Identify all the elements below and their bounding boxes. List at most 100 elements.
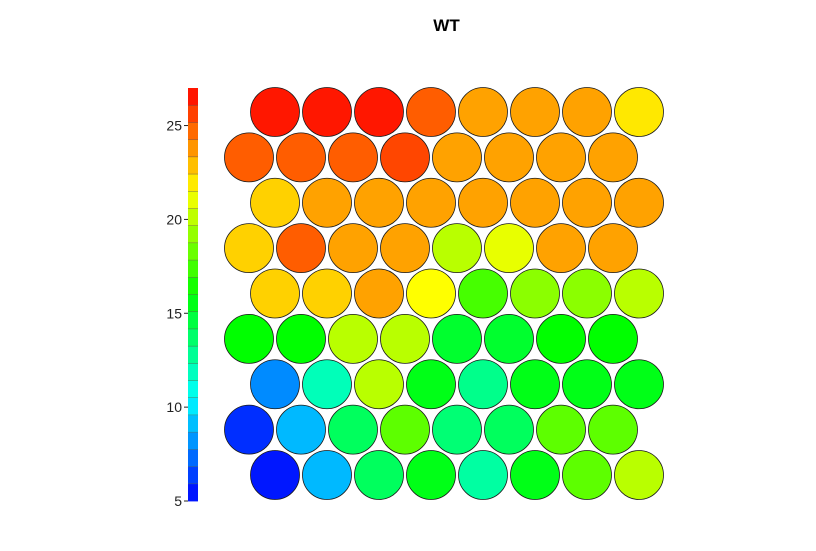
color-scale-block <box>188 225 198 244</box>
hex-cell <box>458 359 508 410</box>
hex-cell <box>380 223 430 274</box>
hex-cell <box>328 132 378 183</box>
hex-cell <box>562 87 612 137</box>
hex-cell <box>432 132 482 183</box>
color-scale-block <box>188 414 198 433</box>
color-scale-block <box>188 311 198 330</box>
hex-cell <box>458 268 508 319</box>
color-scale-tick-label: 25 <box>166 118 182 134</box>
color-scale-block <box>188 208 198 227</box>
hex-cell <box>328 313 378 364</box>
hex-cell <box>562 450 612 500</box>
hex-cell <box>276 404 326 455</box>
hex-cell <box>614 177 664 228</box>
hex-cell <box>510 87 560 137</box>
hex-cell <box>302 268 352 319</box>
hex-cell <box>432 223 482 274</box>
color-scale-block <box>188 294 198 313</box>
color-scale-block <box>188 277 198 295</box>
hex-cell <box>432 313 482 364</box>
hex-cell <box>354 359 404 410</box>
color-scale-block <box>188 174 198 192</box>
hex-cell <box>380 132 430 183</box>
hex-cell <box>224 132 274 183</box>
color-scale-block <box>188 122 198 141</box>
hex-cell <box>614 268 664 319</box>
hex-cell <box>562 177 612 228</box>
color-scale-block <box>188 449 198 467</box>
color-scale-block <box>188 105 198 123</box>
hex-cell <box>614 87 664 137</box>
color-scale-block <box>188 260 198 278</box>
hex-cell <box>380 404 430 455</box>
hex-cell <box>588 223 638 274</box>
hex-cell <box>354 87 404 137</box>
color-scale-block <box>188 432 198 450</box>
color-scale-block <box>188 397 198 416</box>
hex-cell <box>484 223 534 274</box>
hex-cell <box>562 268 612 319</box>
hex-cell <box>276 132 326 183</box>
hex-cell <box>354 268 404 319</box>
hex-cell <box>224 404 274 455</box>
hex-cell <box>406 87 456 137</box>
hex-cell <box>406 359 456 410</box>
hex-cell <box>302 87 352 137</box>
hex-cell <box>250 450 300 500</box>
hex-cell <box>354 450 404 500</box>
hex-cell <box>588 313 638 364</box>
color-scale-tick-label: 20 <box>166 211 182 227</box>
hex-cell <box>510 268 560 319</box>
color-scale-block <box>188 466 198 485</box>
hex-cell <box>276 223 326 274</box>
hex-cell <box>536 132 586 183</box>
color-scale-block <box>188 191 198 209</box>
hex-cell <box>432 404 482 455</box>
hex-cell <box>328 223 378 274</box>
color-scale-bar <box>188 88 198 502</box>
hex-cell <box>302 177 352 228</box>
hex-cell <box>614 359 664 410</box>
color-scale-block <box>188 346 198 364</box>
hex-cell <box>588 132 638 183</box>
hex-cell <box>328 404 378 455</box>
color-scale-block <box>188 156 198 175</box>
hex-cell <box>458 87 508 137</box>
hex-cell <box>614 450 664 500</box>
hex-cell <box>302 359 352 410</box>
hex-cell <box>250 177 300 228</box>
hex-cell <box>588 404 638 455</box>
hex-cell <box>276 313 326 364</box>
hex-cell <box>510 450 560 500</box>
color-scale-block <box>188 328 198 347</box>
color-scale-tick-label: 15 <box>166 305 182 321</box>
hex-cell <box>510 359 560 410</box>
hex-grid <box>224 87 664 500</box>
hex-cell <box>406 450 456 500</box>
hex-cell <box>354 177 404 228</box>
hex-cell <box>406 268 456 319</box>
hex-cell <box>250 359 300 410</box>
hex-cell <box>484 313 534 364</box>
hex-cell <box>380 313 430 364</box>
hex-cell <box>302 450 352 500</box>
color-scale-block <box>188 242 198 261</box>
color-scale-block <box>188 88 198 106</box>
hex-cell <box>562 359 612 410</box>
color-scale-block <box>188 380 198 399</box>
color-scale-tick-label: 10 <box>166 399 182 415</box>
hex-cell <box>250 268 300 319</box>
color-scale-ticks: 5 10 15 20 25 <box>166 118 188 509</box>
hex-cell <box>536 223 586 274</box>
hex-cell <box>484 132 534 183</box>
hex-cell <box>536 313 586 364</box>
hex-cell <box>510 177 560 228</box>
color-scale-block <box>188 363 198 381</box>
color-scale-block <box>188 139 198 158</box>
hex-cell <box>224 313 274 364</box>
chart-title: WT <box>433 16 460 35</box>
hex-cell <box>484 404 534 455</box>
hex-cell <box>224 223 274 274</box>
